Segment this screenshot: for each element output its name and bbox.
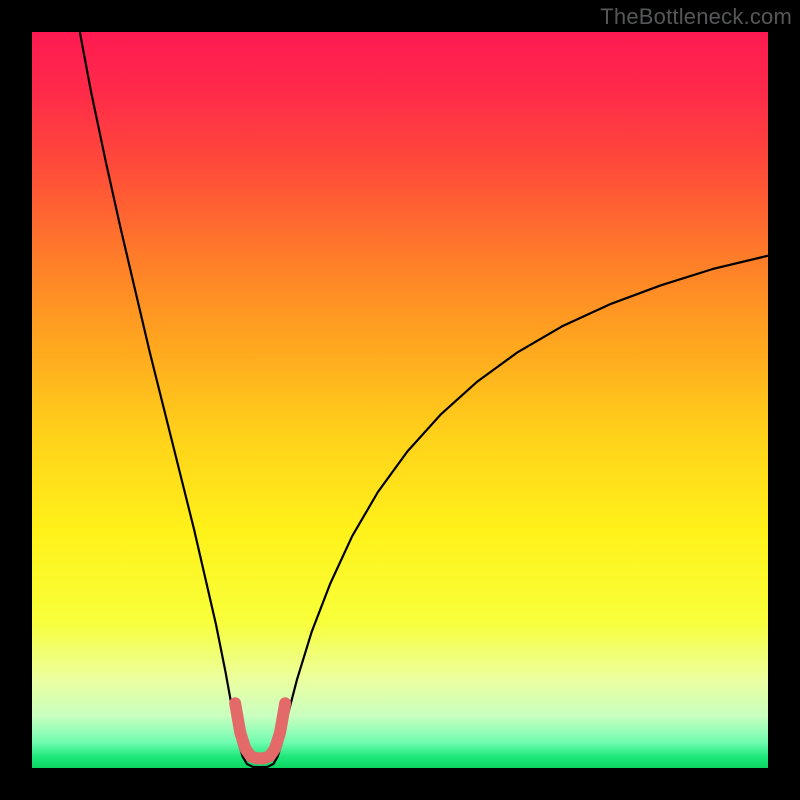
- watermark-text: TheBottleneck.com: [600, 4, 792, 30]
- chart-stage: TheBottleneck.com: [0, 0, 800, 800]
- plot-area: [32, 32, 768, 768]
- gradient-background: [32, 32, 768, 768]
- plot-svg: [32, 32, 768, 768]
